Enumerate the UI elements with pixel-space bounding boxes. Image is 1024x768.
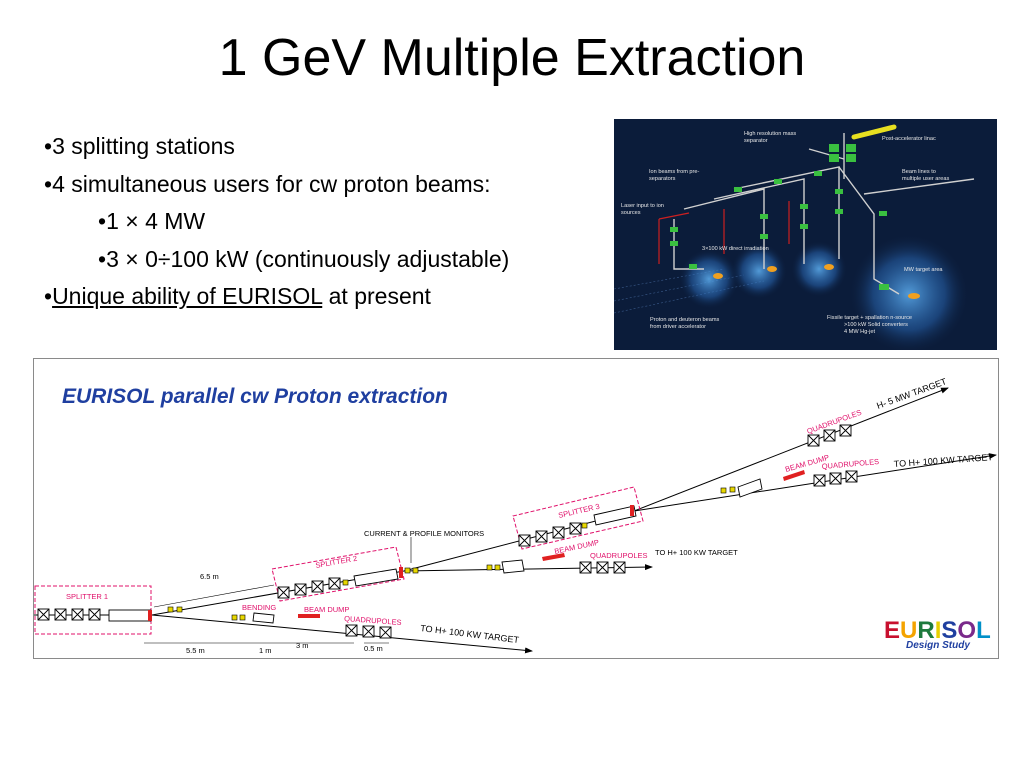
page-title: 1 GeV Multiple Extraction bbox=[218, 29, 806, 87]
svg-text:Design Study: Design Study bbox=[906, 640, 970, 651]
svg-text:separator: separator bbox=[744, 138, 768, 144]
svg-text:Laser input to ion: Laser input to ion bbox=[621, 203, 664, 209]
mw-target-glow bbox=[849, 234, 969, 350]
extraction-diagram: EURISOL parallel cw Proton extraction bbox=[33, 358, 999, 659]
svg-text:multiple user areas: multiple user areas bbox=[902, 176, 949, 182]
svg-text:Fissile target + spallation n-: Fissile target + spallation n-source bbox=[827, 315, 912, 321]
svg-text:>100 kW Solid converters: >100 kW Solid converters bbox=[844, 322, 908, 328]
dim-0-5m: 0.5 m bbox=[364, 644, 383, 653]
eurisol-logo: EURISOL Design Study bbox=[884, 617, 991, 651]
mw-target-label: H- 5 MW TARGET bbox=[875, 376, 948, 411]
svg-text:High resolution mass: High resolution mass bbox=[744, 131, 796, 137]
quadrupoles-label-1: QUADRUPOLES bbox=[344, 614, 402, 627]
monitors-label: CURRENT & PROFILE MONITORS bbox=[364, 529, 484, 538]
diagram-heading: EURISOL parallel cw Proton extraction bbox=[62, 385, 448, 408]
svg-text:Ion beams from pre-: Ion beams from pre- bbox=[649, 169, 700, 175]
target-glow-3 bbox=[791, 241, 847, 297]
facility-layout-image: High resolution mass separator Post-acce… bbox=[614, 119, 997, 350]
kw-target-label-2: TO H+ 100 KW TARGET bbox=[655, 548, 738, 557]
svg-text:MW target area: MW target area bbox=[904, 267, 943, 273]
dim-1m: 1 m bbox=[259, 646, 272, 655]
svg-text:Proton and deuteron beams: Proton and deuteron beams bbox=[650, 317, 720, 323]
dim-3m: 3 m bbox=[296, 641, 309, 650]
svg-text:separators: separators bbox=[649, 176, 676, 182]
bending-label: BENDING bbox=[242, 603, 276, 612]
bullet-item: •Unique ability of EURISOL at present bbox=[44, 283, 431, 309]
bullet-item: •4 simultaneous users for cw proton beam… bbox=[44, 170, 491, 197]
quadrupoles-label-2: QUADRUPOLES bbox=[590, 551, 648, 560]
kw-target-label-3: TO H+ 100 KW TARGET bbox=[893, 452, 993, 469]
sub-bullet-item: •3 × 0÷100 kW (continuously adjustable) bbox=[98, 245, 510, 272]
svg-text:4 MW Hg-jet: 4 MW Hg-jet bbox=[844, 329, 876, 335]
svg-text:from driver accelerator: from driver accelerator bbox=[650, 324, 706, 330]
svg-text:EURISOL: EURISOL bbox=[884, 617, 991, 644]
svg-text:3×100 kW direct irradiation: 3×100 kW direct irradiation bbox=[702, 246, 769, 252]
underlined-text: Unique ability of EURISOL bbox=[52, 283, 323, 309]
splitter-2-label: SPLITTER 2 bbox=[315, 554, 358, 570]
beam-dump-label-1: BEAM DUMP bbox=[304, 605, 349, 614]
sub-bullet-item: •1 × 4 MW bbox=[98, 208, 206, 234]
target-glow-2 bbox=[731, 243, 787, 299]
splitter-1-label: SPLITTER 1 bbox=[66, 592, 108, 601]
dim-5-5m: 5.5 m bbox=[186, 646, 205, 655]
target-glow-1 bbox=[679, 249, 739, 309]
bullet-list: •3 splitting stations •4 simultaneous us… bbox=[44, 128, 624, 316]
quadrupoles-label-3: QUADRUPOLES bbox=[821, 457, 879, 471]
svg-text:Beam lines to: Beam lines to bbox=[902, 169, 936, 175]
svg-text:Post-accelerator linac: Post-accelerator linac bbox=[882, 136, 936, 142]
bullet-item: •3 splitting stations bbox=[44, 133, 235, 159]
dim-6-5m: 6.5 m bbox=[200, 572, 219, 581]
svg-text:sources: sources bbox=[621, 210, 641, 216]
